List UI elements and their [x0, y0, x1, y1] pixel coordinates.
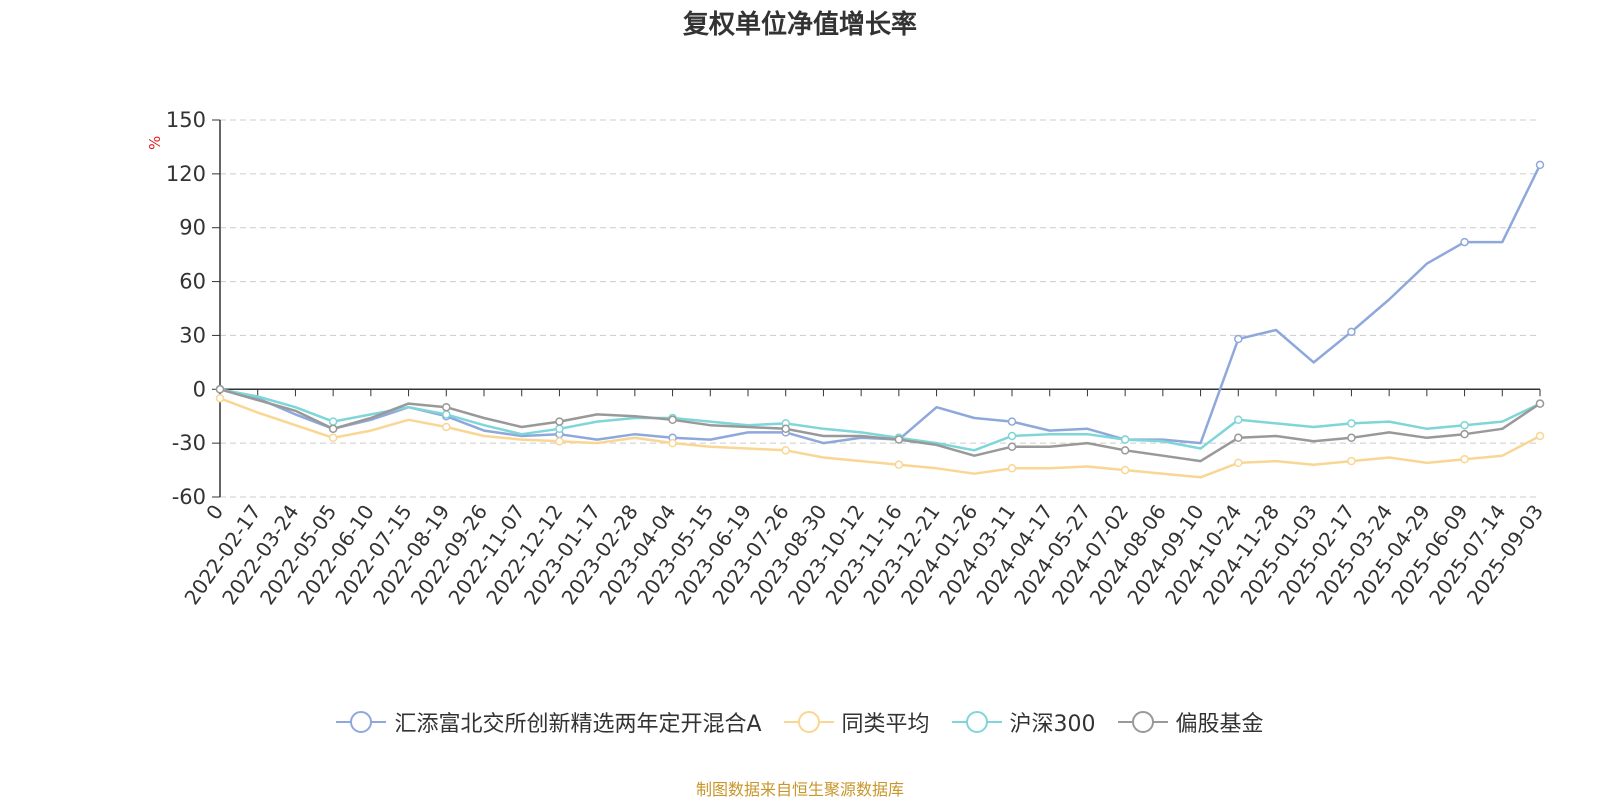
line-chart: 1501209060300-30-6002022-02-172022-03-24… — [166, 108, 1548, 609]
series-point — [1460, 455, 1469, 464]
series-point — [442, 402, 451, 412]
series-line — [219, 397, 1541, 479]
series-point — [1535, 431, 1545, 441]
legend-item[interactable]: 汇添富北交所创新精选两年定开混合A — [336, 706, 762, 738]
y-tick-label: 30 — [179, 323, 206, 347]
series-point — [1347, 419, 1356, 428]
series-point — [442, 422, 451, 432]
series-point — [1120, 435, 1130, 444]
legend-label: 汇添富北交所创新精选两年定开混合A — [394, 712, 762, 737]
series-point — [328, 417, 338, 426]
series-point — [1347, 327, 1356, 337]
series-point — [1007, 417, 1017, 426]
series-point — [328, 424, 338, 434]
circle-line-marker — [1117, 711, 1168, 733]
series-point — [1234, 334, 1243, 344]
series-point — [1007, 431, 1017, 441]
series-point — [215, 394, 225, 403]
y-tick-label: 90 — [179, 216, 206, 240]
legend-item[interactable]: 沪深300 — [951, 706, 1096, 738]
series-point — [215, 385, 225, 394]
series-point — [1007, 442, 1017, 451]
series-point — [781, 424, 790, 434]
y-tick-label: 120 — [166, 162, 206, 186]
series-point — [1347, 456, 1356, 466]
series-point — [328, 433, 338, 443]
data-source-note: 制图数据来自恒生聚源数据库 — [695, 780, 904, 799]
series-point — [894, 435, 904, 444]
x-tick-label: 0 — [201, 500, 228, 524]
series-point — [1535, 160, 1545, 170]
legend-label: 同类平均 — [841, 712, 930, 737]
series-point — [1120, 465, 1130, 475]
series-point — [555, 417, 564, 426]
series-point — [1460, 237, 1469, 247]
legend-item[interactable]: 偏股基金 — [1117, 706, 1264, 738]
series-point — [1460, 429, 1469, 439]
series-point — [781, 446, 790, 455]
series-point — [555, 437, 564, 446]
series-point — [1234, 433, 1243, 443]
series-line — [219, 388, 1541, 463]
series-point — [1234, 458, 1243, 468]
y-tick-label: -30 — [172, 431, 206, 455]
legend-label: 偏股基金 — [1175, 712, 1264, 737]
circle-line-marker — [783, 711, 834, 733]
y-tick-label: 60 — [179, 270, 206, 294]
series-line — [219, 388, 1541, 452]
circle-line-marker — [951, 711, 1002, 733]
series-point — [442, 410, 451, 419]
legend-label: 沪深300 — [1009, 712, 1096, 737]
y-tick-label: 0 — [193, 377, 206, 401]
series-point — [1120, 446, 1130, 455]
series-point — [894, 460, 904, 469]
series-point — [555, 424, 564, 434]
series-point — [1007, 464, 1017, 473]
y-tick-label: -60 — [172, 485, 206, 509]
legend-item[interactable]: 同类平均 — [783, 706, 930, 738]
series-point — [1347, 433, 1356, 443]
series-point — [668, 438, 677, 448]
series-line — [219, 164, 1542, 445]
chart-title: 复权单位净值增长率 — [682, 10, 917, 40]
chart-legend: 汇添富北交所创新精选两年定开混合A 同类平均 沪深300 偏股基金 — [0, 706, 1600, 738]
y-tick-label: 150 — [166, 108, 206, 132]
circle-line-marker — [336, 711, 387, 733]
series-point — [668, 415, 677, 425]
series-point — [1460, 420, 1469, 430]
series-point — [1234, 415, 1243, 425]
series-point — [1535, 399, 1545, 408]
